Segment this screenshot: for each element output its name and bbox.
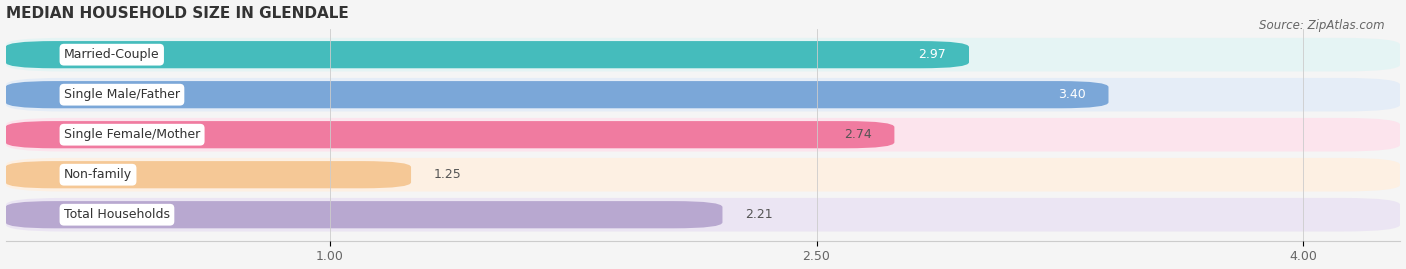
Text: Single Male/Father: Single Male/Father	[63, 88, 180, 101]
FancyBboxPatch shape	[6, 41, 969, 68]
FancyBboxPatch shape	[6, 38, 1400, 72]
FancyBboxPatch shape	[6, 81, 1108, 108]
Text: Source: ZipAtlas.com: Source: ZipAtlas.com	[1260, 19, 1385, 32]
Text: Non-family: Non-family	[63, 168, 132, 181]
FancyBboxPatch shape	[6, 161, 411, 188]
FancyBboxPatch shape	[6, 78, 1400, 111]
FancyBboxPatch shape	[6, 198, 1400, 232]
Text: 2.21: 2.21	[745, 208, 773, 221]
Text: 1.25: 1.25	[434, 168, 461, 181]
FancyBboxPatch shape	[6, 121, 894, 148]
Text: Married-Couple: Married-Couple	[63, 48, 159, 61]
Text: Single Female/Mother: Single Female/Mother	[63, 128, 200, 141]
Text: MEDIAN HOUSEHOLD SIZE IN GLENDALE: MEDIAN HOUSEHOLD SIZE IN GLENDALE	[6, 6, 349, 20]
Text: Total Households: Total Households	[63, 208, 170, 221]
Text: 2.97: 2.97	[918, 48, 946, 61]
FancyBboxPatch shape	[6, 201, 723, 228]
FancyBboxPatch shape	[6, 158, 1400, 192]
Text: 2.74: 2.74	[844, 128, 872, 141]
FancyBboxPatch shape	[6, 118, 1400, 151]
Text: 3.40: 3.40	[1059, 88, 1085, 101]
